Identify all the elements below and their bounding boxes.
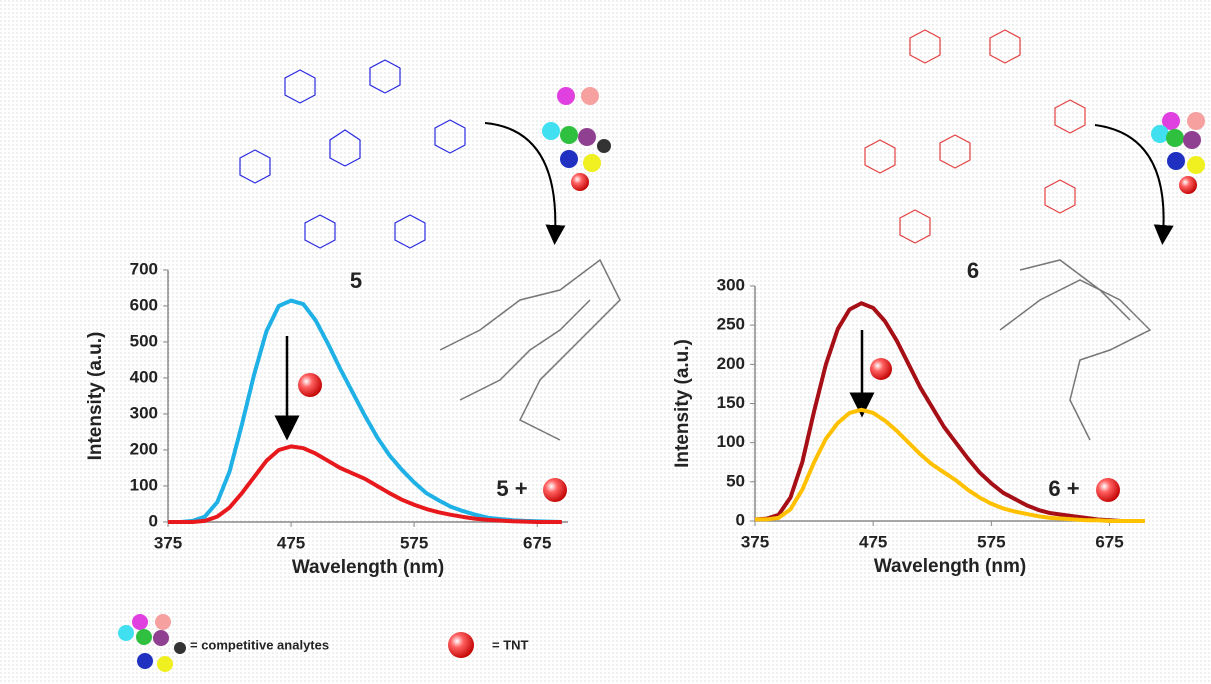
line (754, 301, 1145, 523)
y-tick-label: 400 (130, 367, 158, 386)
legend: = competitive analytes = TNT (118, 614, 529, 672)
line (168, 444, 562, 524)
analyte-spheres (542, 87, 1205, 194)
annotation: 6 + (1048, 476, 1079, 501)
y-tick-label: 700 (130, 259, 158, 278)
y-tick-label: 100 (130, 475, 158, 494)
y-tick-label: 500 (130, 331, 158, 350)
y-tick-label: 50 (726, 471, 745, 490)
y-tick-label: 200 (130, 439, 158, 458)
tnt-sphere (870, 358, 892, 380)
arrow (484, 122, 566, 245)
crystal-structures (439, 258, 1152, 441)
x-axis-title: Wavelength (nm) (874, 556, 1026, 577)
x-tick-label: 575 (977, 532, 1005, 551)
x-tick-label: 575 (400, 533, 428, 552)
y-tick-label: 300 (130, 403, 158, 422)
x-tick-label: 375 (741, 532, 769, 551)
tnt-sphere (298, 373, 322, 397)
legend-label: = competitive analytes (190, 637, 329, 652)
annotation: 6 (967, 258, 979, 283)
y-tick-label: 0 (736, 510, 745, 529)
y-tick-label: 0 (149, 511, 158, 530)
y-tick-label: 100 (717, 432, 745, 451)
x-axis-title: Wavelength (nm) (292, 557, 444, 578)
tnt-sphere (1096, 478, 1120, 502)
molecule-6 (864, 29, 1086, 244)
molecule-5 (239, 59, 466, 249)
legend-label: = TNT (492, 637, 529, 652)
y-tick-label: 600 (130, 295, 158, 314)
x-tick-label: 675 (523, 533, 551, 552)
x-tick-label: 675 (1095, 532, 1123, 551)
y-axis-title: Intensity (a.u.) (672, 339, 693, 468)
y-tick-label: 200 (717, 354, 745, 373)
y-tick-label: 250 (717, 315, 745, 334)
annotation: 5 + (496, 476, 527, 501)
line (755, 407, 1145, 523)
arrow (1094, 124, 1174, 245)
tnt-sphere (543, 478, 567, 502)
x-tick-label: 475 (277, 533, 305, 552)
annotation: 5 (350, 268, 362, 293)
x-tick-label: 475 (859, 532, 887, 551)
y-tick-label: 300 (717, 275, 745, 294)
y-axis-title: Intensity (a.u.) (85, 332, 106, 461)
x-tick-label: 375 (154, 533, 182, 552)
y-tick-label: 150 (717, 393, 745, 412)
